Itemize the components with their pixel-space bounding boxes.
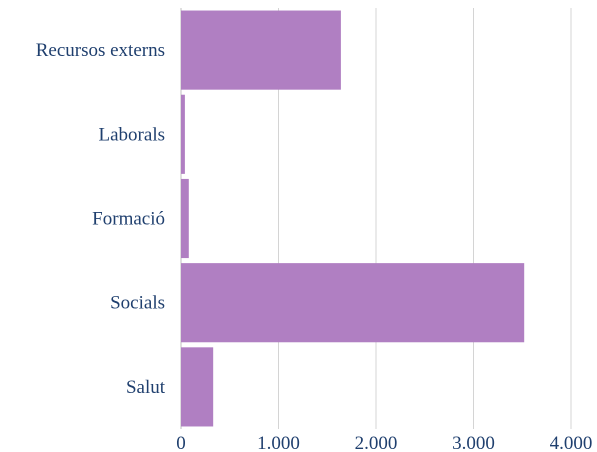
x-tick-label: 4.000 xyxy=(550,433,593,452)
bar xyxy=(181,347,214,427)
bar xyxy=(181,10,341,90)
bar xyxy=(181,94,185,174)
bars xyxy=(181,10,525,427)
x-tick-label: 0 xyxy=(176,433,186,452)
category-label: Salut xyxy=(126,377,166,398)
x-tick-label: 1.000 xyxy=(257,433,300,452)
category-label: Socials xyxy=(110,293,165,314)
x-tick-labels: 0 1.000 2.000 3.000 4.000 xyxy=(176,433,592,452)
category-label: Formació xyxy=(92,209,165,230)
bar xyxy=(181,178,189,259)
category-label: Laborals xyxy=(99,124,165,145)
category-labels: Recursos externs Laborals Formació Socials S… xyxy=(36,40,166,398)
x-tick-label: 3.000 xyxy=(452,433,495,452)
bar xyxy=(181,263,525,343)
category-label: Recursos externs xyxy=(36,40,165,61)
x-tick-label: 2.000 xyxy=(355,433,398,452)
